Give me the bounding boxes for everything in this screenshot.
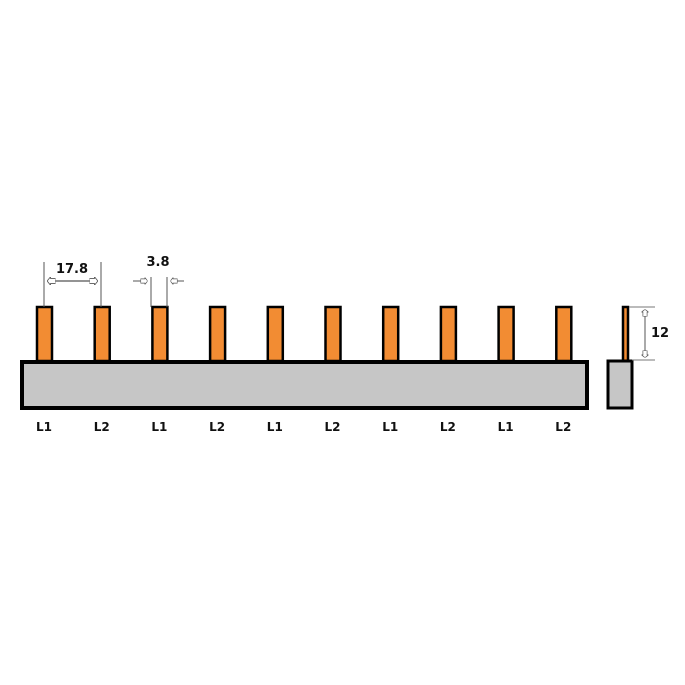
pin: [439, 305, 458, 363]
side-view-body: [606, 359, 634, 410]
phase-label: L2: [325, 420, 341, 434]
pin: [35, 305, 54, 363]
pin: [324, 305, 342, 363]
pin: [151, 305, 169, 363]
side-view-pin: [621, 305, 630, 363]
pin: [497, 305, 515, 363]
pin-width-dimension: 3.8: [133, 255, 184, 307]
phase-label: L1: [36, 420, 52, 434]
pin: [381, 305, 400, 363]
phase-label: L2: [440, 420, 456, 434]
phase-label: L2: [209, 420, 225, 434]
phase-label: L1: [151, 420, 167, 434]
pitch-value: 17.8: [56, 262, 88, 277]
pin: [208, 305, 227, 363]
phase-label: L1: [382, 420, 398, 434]
phase-label: L1: [267, 420, 283, 434]
phase-labels: L1 L2 L1 L2 L1 L2 L1 L2 L1 L2: [36, 420, 571, 434]
pins-group: [35, 305, 573, 363]
busbar-body: [20, 360, 589, 410]
phase-label: L2: [94, 420, 110, 434]
pin-width-value: 3.8: [146, 255, 169, 270]
pin: [266, 305, 285, 363]
phase-label: L2: [555, 420, 571, 434]
pin: [555, 305, 573, 363]
pin: [93, 305, 111, 363]
pin-height-value: 12: [651, 326, 669, 341]
phase-label: L1: [498, 420, 514, 434]
pitch-dimension: 17.8: [43, 262, 102, 307]
side-view: 12: [606, 305, 669, 410]
